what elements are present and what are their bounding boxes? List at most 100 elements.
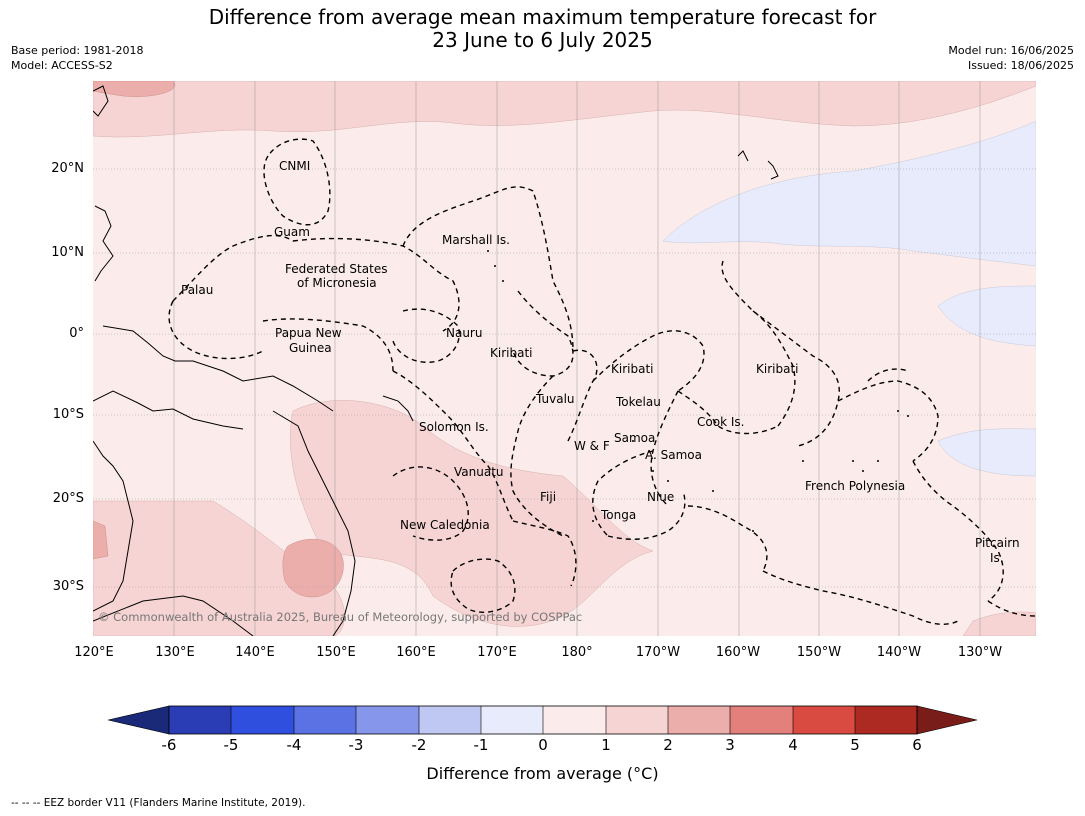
lat-label-20n: 20°N: [51, 161, 84, 176]
place-wallis-futuna: W & F: [574, 439, 610, 453]
place-tonga: Tonga: [601, 508, 637, 522]
colorbar: [108, 705, 978, 735]
lon-label-160w: 160°W: [715, 645, 761, 660]
colorbar-tick-m2: -2: [411, 736, 427, 754]
colorbar-band-1-2: [606, 706, 668, 734]
colorbar-band-5-6: [855, 706, 917, 734]
place-guam: Guam: [274, 225, 310, 239]
place-pitcairn-line1: Pitcairn: [975, 536, 1020, 550]
colorbar-label: Difference from average (°C): [426, 764, 659, 783]
place-solomon: Solomon Is.: [419, 420, 489, 434]
colorbar-tick-2: 2: [663, 736, 673, 754]
colorbar-tick-4: 4: [788, 736, 798, 754]
colorbar-tick-1: 1: [601, 736, 611, 754]
place-kiribati-central: Kiribati: [611, 362, 654, 376]
lat-label-30s: 30°S: [52, 579, 84, 594]
chart-title: Difference from average mean maximum tem…: [0, 6, 1085, 52]
copyright-notice: © Commonwealth of Australia 2025, Bureau…: [98, 610, 583, 624]
model-name: Model: ACCESS-S2: [11, 59, 113, 72]
place-kiribati-east: Kiribati: [756, 362, 799, 376]
base-period: Base period: 1981-2018: [11, 44, 144, 57]
place-png-line2: Guinea: [289, 341, 332, 355]
title-line-2: 23 June to 6 July 2025: [432, 28, 653, 52]
forecast-map: [93, 81, 1036, 636]
issued-date: Issued: 18/06/2025: [967, 59, 1074, 72]
colorbar-tick-m3: -3: [348, 736, 364, 754]
model-run: Model run: 16/06/2025: [948, 44, 1074, 57]
colorbar-above-6: [916, 705, 978, 735]
place-tuvalu: Tuvalu: [536, 392, 575, 406]
colorbar-band-2-3: [668, 706, 730, 734]
colorbar-band-m5-m4: [231, 706, 294, 734]
lon-label-130e: 130°E: [155, 645, 195, 660]
colorbar-band-m3-m2: [356, 706, 419, 734]
meta-right: Model run: 16/06/2025 Issued: 18/06/2025: [948, 43, 1074, 73]
colorbar-band-m2-m1: [419, 706, 481, 734]
graticule: [173, 81, 981, 636]
place-png-line1: Papua New: [275, 326, 342, 340]
lon-label-150w: 150°W: [796, 645, 842, 660]
place-fsm-line1: Federated States: [285, 262, 388, 276]
islands: [487, 250, 909, 532]
colorbar-tick-6: 6: [912, 736, 922, 754]
place-marshall: Marshall Is.: [442, 233, 510, 247]
colorbar-band-m1-0: [481, 706, 543, 734]
place-cook: Cook Is.: [697, 415, 745, 429]
place-samoa: Samoa: [614, 431, 656, 445]
colorbar-dividers: [230, 706, 856, 734]
lon-label-170e: 170°E: [477, 645, 517, 660]
lon-label-150e: 150°E: [316, 645, 356, 660]
lon-label-140w: 140°W: [876, 645, 922, 660]
lat-label-0: 0°: [69, 326, 84, 341]
cool-region-south-east: [937, 428, 1036, 477]
place-pitcairn-line2: Is.: [990, 551, 1004, 565]
place-french-polynesia: French Polynesia: [805, 479, 906, 493]
cool-region-north: [662, 120, 1036, 267]
place-new-caledonia: New Caledonia: [400, 518, 490, 532]
lon-label-170w: 170°W: [635, 645, 681, 660]
colorbar-band-3-4: [730, 706, 793, 734]
lat-label-10n: 10°N: [51, 245, 84, 260]
colorbar-band-4-5: [793, 706, 855, 734]
colorbar-band-0-1: [543, 706, 606, 734]
colorbar-tick-3: 3: [725, 736, 735, 754]
lat-label-10s: 10°S: [52, 407, 84, 422]
place-kiribati-west: Kiribati: [490, 346, 533, 360]
eez-footnote: -- -- -- EEZ border V11 (Flanders Marine…: [11, 797, 306, 809]
colorbar-tick-0: 0: [538, 736, 548, 754]
hot-region-west: [93, 520, 109, 560]
lon-label-180: 180°: [561, 645, 593, 660]
place-nauru: Nauru: [446, 326, 483, 340]
title-line-1: Difference from average mean maximum tem…: [208, 5, 877, 29]
warm-region-north: [93, 81, 1036, 138]
coastlines: [93, 85, 779, 636]
map-canvas: [93, 81, 1036, 636]
place-vanuatu: Vanuatu: [454, 465, 504, 479]
place-tokelau: Tokelau: [616, 395, 661, 409]
eez-borders: [168, 138, 1036, 625]
place-niue: Niue: [647, 490, 675, 504]
lat-label-20s: 20°S: [52, 491, 84, 506]
colorbar-below-6: [108, 705, 170, 735]
colorbar-band-m4-m3: [294, 706, 356, 734]
lon-label-130w: 130°W: [957, 645, 1003, 660]
place-cnmi: CNMI: [279, 159, 311, 173]
place-american-samoa: A. Samoa: [645, 448, 702, 462]
colorbar-band-m6-m5: [169, 706, 231, 734]
colorbar-tick-m5: -5: [223, 736, 239, 754]
hot-region-tasman: [282, 538, 344, 598]
lon-label-140e: 140°E: [235, 645, 275, 660]
warm-region-se: [962, 611, 1036, 636]
warm-region-south: [290, 400, 654, 627]
lon-label-160e: 160°E: [396, 645, 436, 660]
colorbar-tick-5: 5: [850, 736, 860, 754]
colorbar-tick-m4: -4: [286, 736, 302, 754]
cool-region-east: [937, 285, 1036, 347]
hot-region-north: [93, 81, 176, 97]
colorbar-tick-m1: -1: [473, 736, 489, 754]
place-fsm-line2: of Micronesia: [297, 276, 377, 290]
place-palau: Palau: [181, 283, 214, 297]
place-fiji: Fiji: [540, 490, 557, 504]
colorbar-tick-m6: -6: [161, 736, 177, 754]
meta-left: Base period: 1981-2018 Model: ACCESS-S2: [11, 43, 143, 73]
